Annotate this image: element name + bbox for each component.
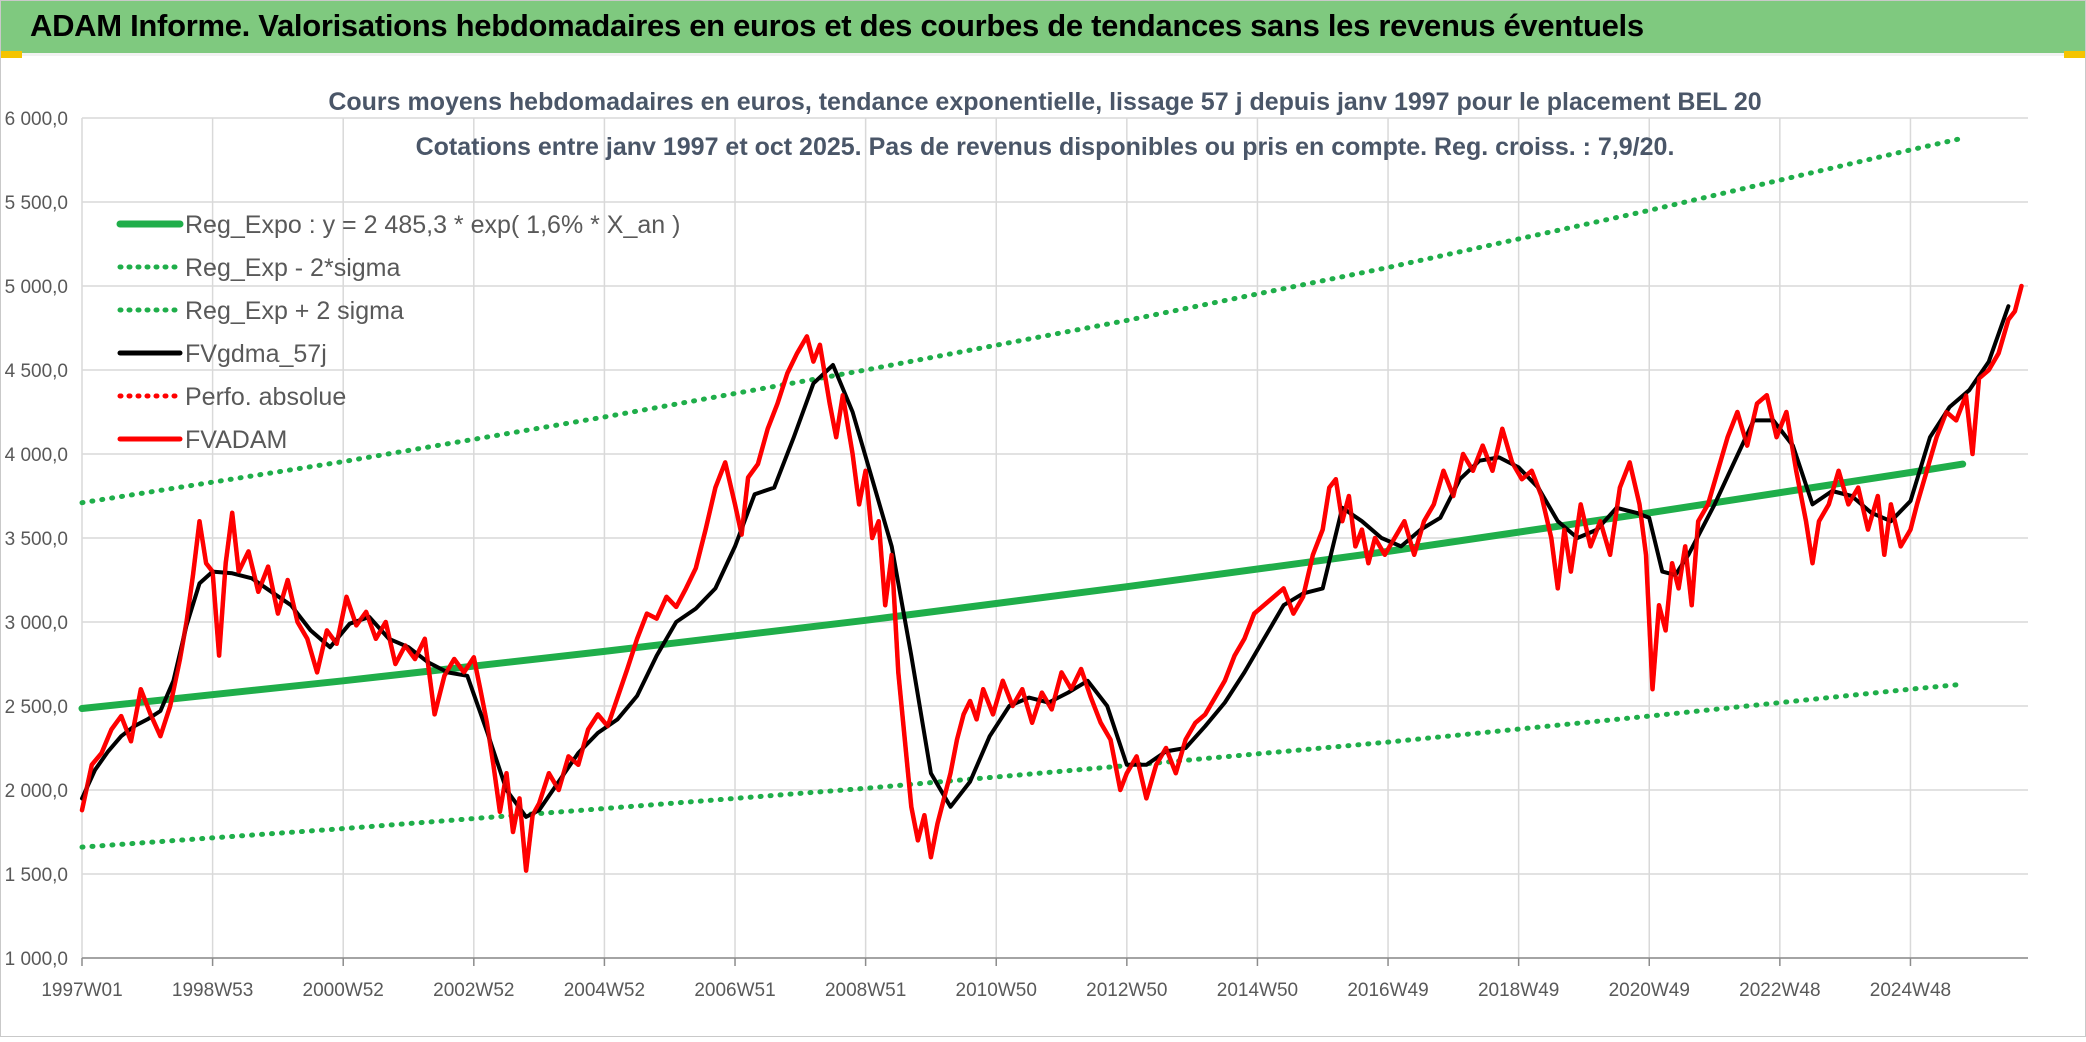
y-tick-label: 1 000,0	[5, 949, 68, 970]
x-tick-label: 2010W50	[956, 980, 1037, 1001]
y-tick-label: 4 500,0	[5, 361, 68, 382]
series-lines	[78, 135, 2024, 873]
x-tick-label: 1997W01	[41, 980, 122, 1001]
report-banner: ADAM Informe. Valorisations hebdomadaire…	[0, 0, 2086, 56]
x-tick-label: 2020W49	[1609, 980, 1690, 1001]
x-tick-label: 2002W52	[433, 980, 514, 1001]
chart-title: Cours moyens hebdomadaires en euros, ten…	[328, 88, 1761, 116]
series-fvadam-line	[79, 283, 2024, 873]
x-tick-label: 2018W49	[1478, 980, 1559, 1001]
legend-label: Reg_Expo : y = 2 485,3 * exp( 1,6% * X_a…	[185, 211, 680, 239]
corner-marker-right	[2064, 51, 2086, 58]
y-tick-label: 2 000,0	[5, 781, 68, 802]
series-reg-exp-plus-line	[79, 135, 1966, 506]
y-tick-label: 3 500,0	[5, 529, 68, 550]
x-tick-label: 1998W53	[172, 980, 253, 1001]
series-fvadam-line-overlay	[80, 284, 2024, 873]
chart-subtitle: Cotations entre janv 1997 et oct 2025. P…	[416, 133, 1675, 161]
y-tick-label: 6 000,0	[5, 109, 68, 130]
x-tick-label: 2024W48	[1870, 980, 1951, 1001]
y-tick-label: 5 000,0	[5, 277, 68, 298]
y-tick-label: 4 000,0	[5, 445, 68, 466]
x-tick-label: 2006W51	[694, 980, 775, 1001]
x-tick-label: 2016W49	[1347, 980, 1428, 1001]
legend-label: Reg_Exp + 2 sigma	[185, 297, 404, 325]
corner-marker-left	[0, 51, 22, 58]
gridlines	[81, 117, 2028, 966]
legend-label: FVgdma_57j	[185, 340, 327, 368]
legend-label: Reg_Exp - 2*sigma	[185, 254, 400, 282]
y-tick-label: 2 500,0	[5, 697, 68, 718]
x-tick-label: 2014W50	[1217, 980, 1298, 1001]
y-tick-label: 1 500,0	[5, 865, 68, 886]
x-tick-label: 2022W48	[1739, 980, 1820, 1001]
series-fvgdma-line	[80, 304, 2011, 819]
series-reg-exp-minus-line	[79, 681, 1966, 850]
x-tick-label: 2008W51	[825, 980, 906, 1001]
y-tick-labels: 1 000,0 1 500,0 2 000,0 2 500,0 3 000,0 3 500…	[5, 109, 68, 970]
report-title: ADAM Informe. Valorisations hebdomadaire…	[30, 8, 1644, 43]
x-tick-label: 2012W50	[1086, 980, 1167, 1001]
chart-legend: Reg_Expo : y = 2 485,3 * exp( 1,6% * X_a…	[116, 211, 680, 454]
legend-label: FVADAM	[185, 426, 287, 454]
y-tick-label: 3 000,0	[5, 613, 68, 634]
x-tick-label: 2004W52	[564, 980, 645, 1001]
chart-svg: 1 000,0 1 500,0 2 000,0 2 500,0 3 000,0 3 500…	[5, 88, 2028, 1001]
legend-label: Perfo. absolue	[185, 383, 346, 411]
x-tick-labels: 1997W01 1998W53 2000W52 2002W52 2004W52 2006W…	[41, 980, 1951, 1001]
chart-container: 1 000,0 1 500,0 2 000,0 2 500,0 3 000,0 3 500…	[0, 58, 2086, 1037]
y-tick-label: 5 500,0	[5, 193, 68, 214]
x-tick-label: 2000W52	[303, 980, 384, 1001]
